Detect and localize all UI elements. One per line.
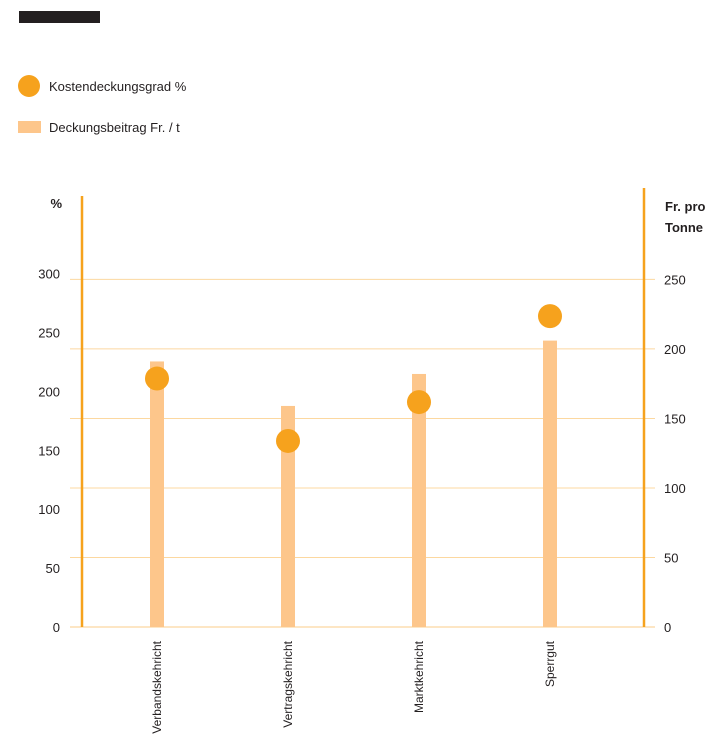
axes <box>80 188 646 627</box>
bars <box>150 340 557 627</box>
grid-lines <box>70 278 655 628</box>
axis-labels: Verbandskehricht Vertragskehricht Marktkeh… <box>38 196 705 734</box>
chart-legend: Kostendeckungsgrad % Deckungsbeitrag Fr.… <box>18 74 186 156</box>
left-tick-label: 250 <box>38 326 60 341</box>
bar <box>150 361 164 627</box>
left-tick-label: 0 <box>53 620 60 635</box>
bar <box>281 405 295 627</box>
right-tick-label: 100 <box>664 481 686 496</box>
legend-bar-swatch <box>18 121 41 133</box>
bar <box>412 373 426 627</box>
right-tick-label: 0 <box>664 620 671 635</box>
legend-label-deckungsbeitrag: Deckungsbeitrag Fr. / t <box>49 119 180 135</box>
right-axis-title: Fr. pro <box>665 199 706 214</box>
right-tick-label: 200 <box>664 342 686 357</box>
category-label: Verbandskehricht <box>150 640 164 733</box>
legend-dot-swatch <box>18 75 40 97</box>
legend-item-deckungsbeitrag: Deckungsbeitrag Fr. / t <box>18 115 186 139</box>
legend-label-kostendeckungsgrad: Kostendeckungsgrad % <box>49 78 187 94</box>
data-point <box>407 390 431 415</box>
data-point <box>276 428 300 453</box>
left-tick-label: 100 <box>38 502 60 517</box>
left-tick-label: 200 <box>38 384 60 399</box>
right-axis-title: Tonne <box>665 220 703 235</box>
header-bar <box>19 11 100 23</box>
left-tick-label: 300 <box>38 267 60 282</box>
category-label: Marktkehricht <box>412 640 426 713</box>
right-tick-label: 150 <box>664 411 686 426</box>
legend-item-kostendeckungsgrad: Kostendeckungsgrad % <box>18 74 186 98</box>
category-label: Sperrgut <box>543 640 557 687</box>
data-points <box>145 304 562 453</box>
data-point <box>538 304 562 329</box>
bar <box>543 340 557 627</box>
category-label: Vertragskehricht <box>281 640 295 727</box>
right-tick-label: 250 <box>664 272 686 287</box>
right-tick-label: 50 <box>664 550 678 565</box>
left-tick-label: 150 <box>38 443 60 458</box>
left-tick-label: 50 <box>46 561 60 576</box>
data-point <box>145 366 169 391</box>
left-axis-title: % <box>50 196 62 211</box>
